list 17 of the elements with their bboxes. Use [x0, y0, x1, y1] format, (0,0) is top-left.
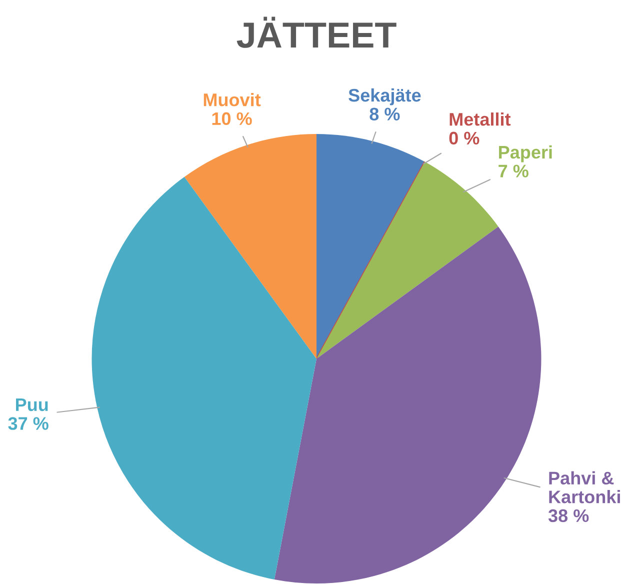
slice-label: Puu: [16, 398, 48, 412]
chart-title: JÄTTEET: [236, 16, 396, 48]
data-label: 10 %: [212, 112, 252, 126]
data-label: 38 %: [548, 509, 589, 522]
text: 0 %: [449, 132, 480, 145]
data-label: 8 %: [370, 108, 400, 120]
pie-slice: [274, 226, 542, 584]
data-label: 7 %: [498, 164, 528, 178]
category-label: Metallit: [450, 112, 511, 126]
pie-slice: [92, 176, 316, 580]
data-label: 37 %: [8, 417, 48, 430]
slice-label: Pahvi & Kartonki: [549, 471, 620, 504]
pie-slice: [316, 162, 498, 359]
slice-label: Paperi: [499, 145, 552, 162]
slice-label: Sekajäte: [348, 88, 421, 106]
slice-label: Muovit: [204, 93, 261, 106]
pie-slice: [184, 134, 316, 359]
